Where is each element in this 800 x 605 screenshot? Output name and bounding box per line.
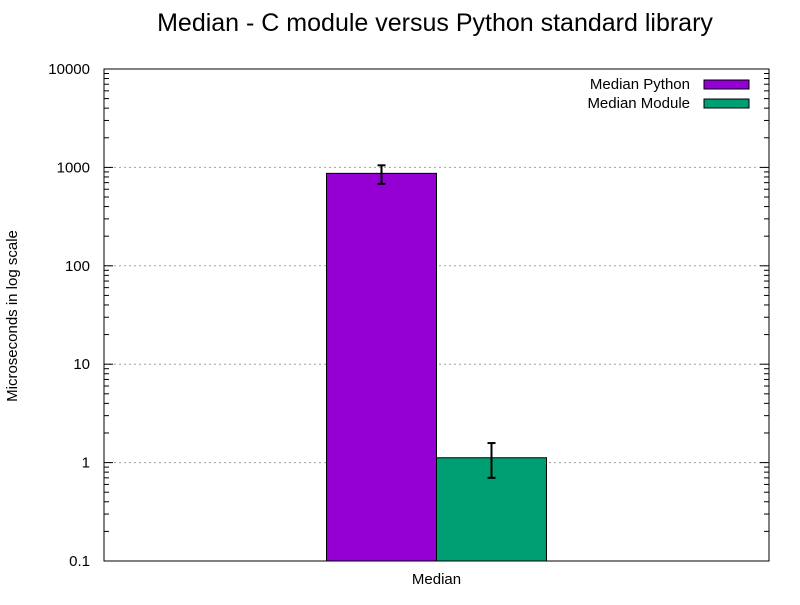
y-axis-label: Microseconds in log scale (4, 230, 21, 402)
y-tick-label: 10000 (48, 61, 90, 78)
y-tick-label: 1 (82, 455, 90, 472)
grid-layer (104, 166, 769, 464)
y-tick-label: 100 (65, 258, 90, 275)
x-tick-label: Median (412, 571, 461, 588)
legend-label: Median Module (587, 95, 690, 112)
bar (326, 172, 437, 562)
bars-layer (326, 164, 547, 562)
legend: Median Python Median Module (587, 76, 750, 112)
legend-swatch (703, 98, 750, 109)
y-tick-label: 0.1 (69, 553, 90, 570)
plot-frame (103, 68, 770, 562)
legend-swatch (703, 79, 750, 90)
y-tick-label: 1000 (57, 159, 90, 176)
chart-title: Median - C module versus Python standard… (157, 9, 713, 37)
legend-label: Median Python (590, 76, 690, 93)
y-tick-label: 10 (73, 356, 90, 373)
